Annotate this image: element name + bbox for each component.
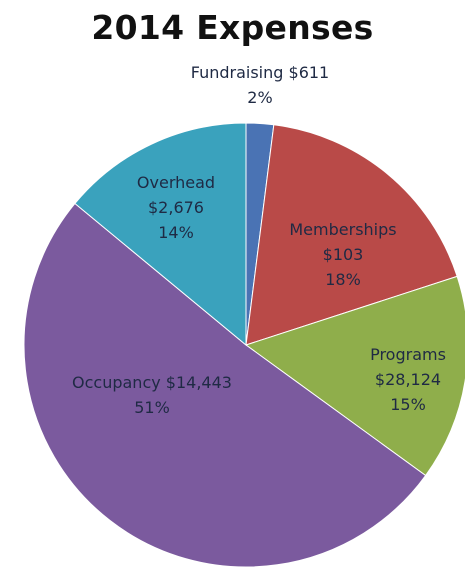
slice-label-overhead: Overhead $2,676 14%: [137, 173, 215, 242]
pie-slice-memberships: [245, 124, 458, 346]
pie-slice-overhead: [74, 122, 247, 347]
slice-label-occupancy: Occupancy $14,443 51%: [72, 373, 232, 417]
slice-label-programs: Programs $28,124 15%: [370, 345, 446, 414]
slice-label-fundraising: Fundraising $611 2%: [191, 63, 329, 107]
pie-slice-occupancy: [23, 202, 427, 568]
chart-title: 2014 Expenses: [91, 8, 374, 47]
pie-slice-programs: [244, 275, 465, 477]
slice-label-memberships: Memberships $103 18%: [289, 220, 396, 289]
